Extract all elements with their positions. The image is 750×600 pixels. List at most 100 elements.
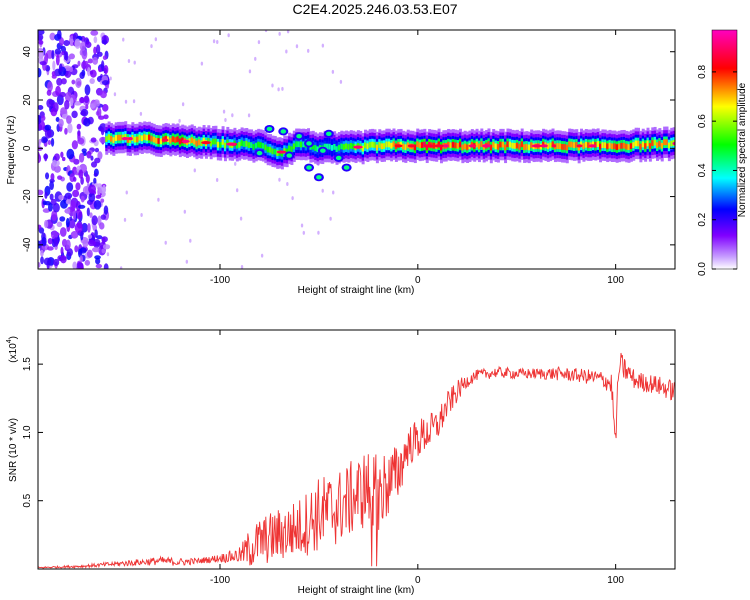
ridge-cell [525, 143, 529, 150]
noise-speckle [124, 99, 128, 104]
ridge-peak [353, 145, 363, 149]
noise-speckle [82, 239, 89, 248]
noise-speckle [52, 102, 59, 113]
ridge-cell [385, 141, 389, 148]
ridge-cell [549, 142, 553, 149]
noise-speckle [99, 136, 107, 144]
ridge-cell [596, 141, 600, 147]
ridge-cell [181, 137, 185, 144]
ridge-cell [499, 141, 503, 148]
noise-speckle [125, 190, 128, 195]
ridge-cell [451, 141, 455, 148]
noise-speckle [247, 113, 251, 118]
noise-speckle [71, 79, 76, 85]
x-tick-label: -100 [210, 275, 230, 286]
ridge-cell [176, 136, 180, 143]
noise-speckle [286, 181, 289, 186]
noise-speckle [90, 161, 98, 168]
noise-speckle [132, 99, 136, 104]
snr-content [38, 352, 675, 569]
ridge-cell [371, 141, 375, 148]
noise-speckle [222, 109, 226, 114]
ridge-cell [610, 143, 614, 150]
ridge-cell [423, 141, 427, 148]
noise-speckle [85, 174, 90, 184]
noise-speckle [76, 81, 82, 86]
noise-speckle [164, 240, 167, 245]
ridge-cell [599, 143, 603, 150]
noise-speckle [78, 152, 85, 163]
noise-speckle [58, 118, 64, 128]
noise-speckle [49, 193, 54, 201]
ridge-cell [558, 143, 562, 150]
noise-speckle [94, 147, 100, 153]
ridge-cell [402, 143, 405, 150]
noise-speckle [77, 137, 85, 145]
x-tick-label: 0 [415, 275, 421, 286]
ridge-cell [373, 142, 377, 148]
ridge-cell [622, 142, 626, 149]
noise-speckle [61, 156, 66, 162]
noise-speckle [52, 202, 60, 213]
ridge-cell [340, 143, 344, 150]
ridge-cell [466, 144, 470, 151]
noise-speckle [281, 86, 284, 91]
ridge-cell [656, 142, 659, 149]
noise-speckle [56, 221, 63, 228]
noise-speckle [96, 235, 103, 240]
ridge-cell [480, 141, 484, 148]
y-tick-label: -40 [22, 237, 33, 252]
ridge-cell [349, 142, 353, 149]
noise-speckle [103, 64, 109, 75]
noise-speckle [102, 244, 111, 250]
ridge-cell [261, 142, 265, 149]
snr-scale-label: (x104) [6, 336, 19, 363]
noise-speckle [139, 111, 143, 116]
ridge-cell [364, 142, 367, 149]
noise-speckle [74, 245, 79, 253]
ridge-cell [487, 141, 491, 148]
ridge-cell [634, 140, 638, 147]
noise-speckle [103, 263, 109, 269]
ridge-cell [273, 148, 277, 155]
ridge-cell [216, 141, 220, 148]
colorbar-tick-label: 0.2 [697, 212, 708, 226]
ridge-peak [425, 144, 434, 148]
noise-speckle [55, 85, 61, 96]
noise-speckle [59, 63, 63, 73]
noise-speckle [89, 70, 94, 75]
ridge-cell [250, 142, 254, 148]
ridge-peak [394, 144, 403, 148]
noise-speckle [38, 104, 44, 110]
noise-speckle [38, 114, 42, 125]
noise-speckle [123, 217, 127, 222]
ridge-cell [221, 138, 225, 145]
ridge-cell [131, 134, 135, 141]
noise-speckle [81, 61, 87, 70]
noise-speckle [83, 117, 91, 127]
ridge-peak [128, 137, 133, 141]
ridge-cell [297, 141, 301, 148]
noise-speckle [70, 231, 79, 239]
ridge-cell [501, 141, 505, 148]
ridge-cell [195, 140, 199, 147]
y-tick-label: 0 [22, 145, 33, 151]
noise-speckle [38, 142, 41, 147]
noise-speckle [98, 115, 105, 120]
scatter-blob-core [343, 165, 350, 170]
noise-speckle [291, 196, 294, 201]
noise-speckle [178, 118, 181, 123]
noise-speckle [87, 234, 93, 239]
ridge-cell [292, 143, 296, 150]
ridge-cell [240, 140, 244, 147]
ridge-cell [556, 143, 560, 149]
noise-speckle [46, 98, 54, 108]
noise-speckle [95, 194, 102, 199]
noise-speckle [66, 148, 75, 160]
ridge-cell [527, 144, 531, 151]
noise-speckle [113, 92, 117, 97]
noise-speckle [227, 33, 230, 38]
ridge-peak [121, 137, 129, 141]
ridge-cell [523, 144, 527, 151]
noise-speckle [189, 238, 192, 243]
